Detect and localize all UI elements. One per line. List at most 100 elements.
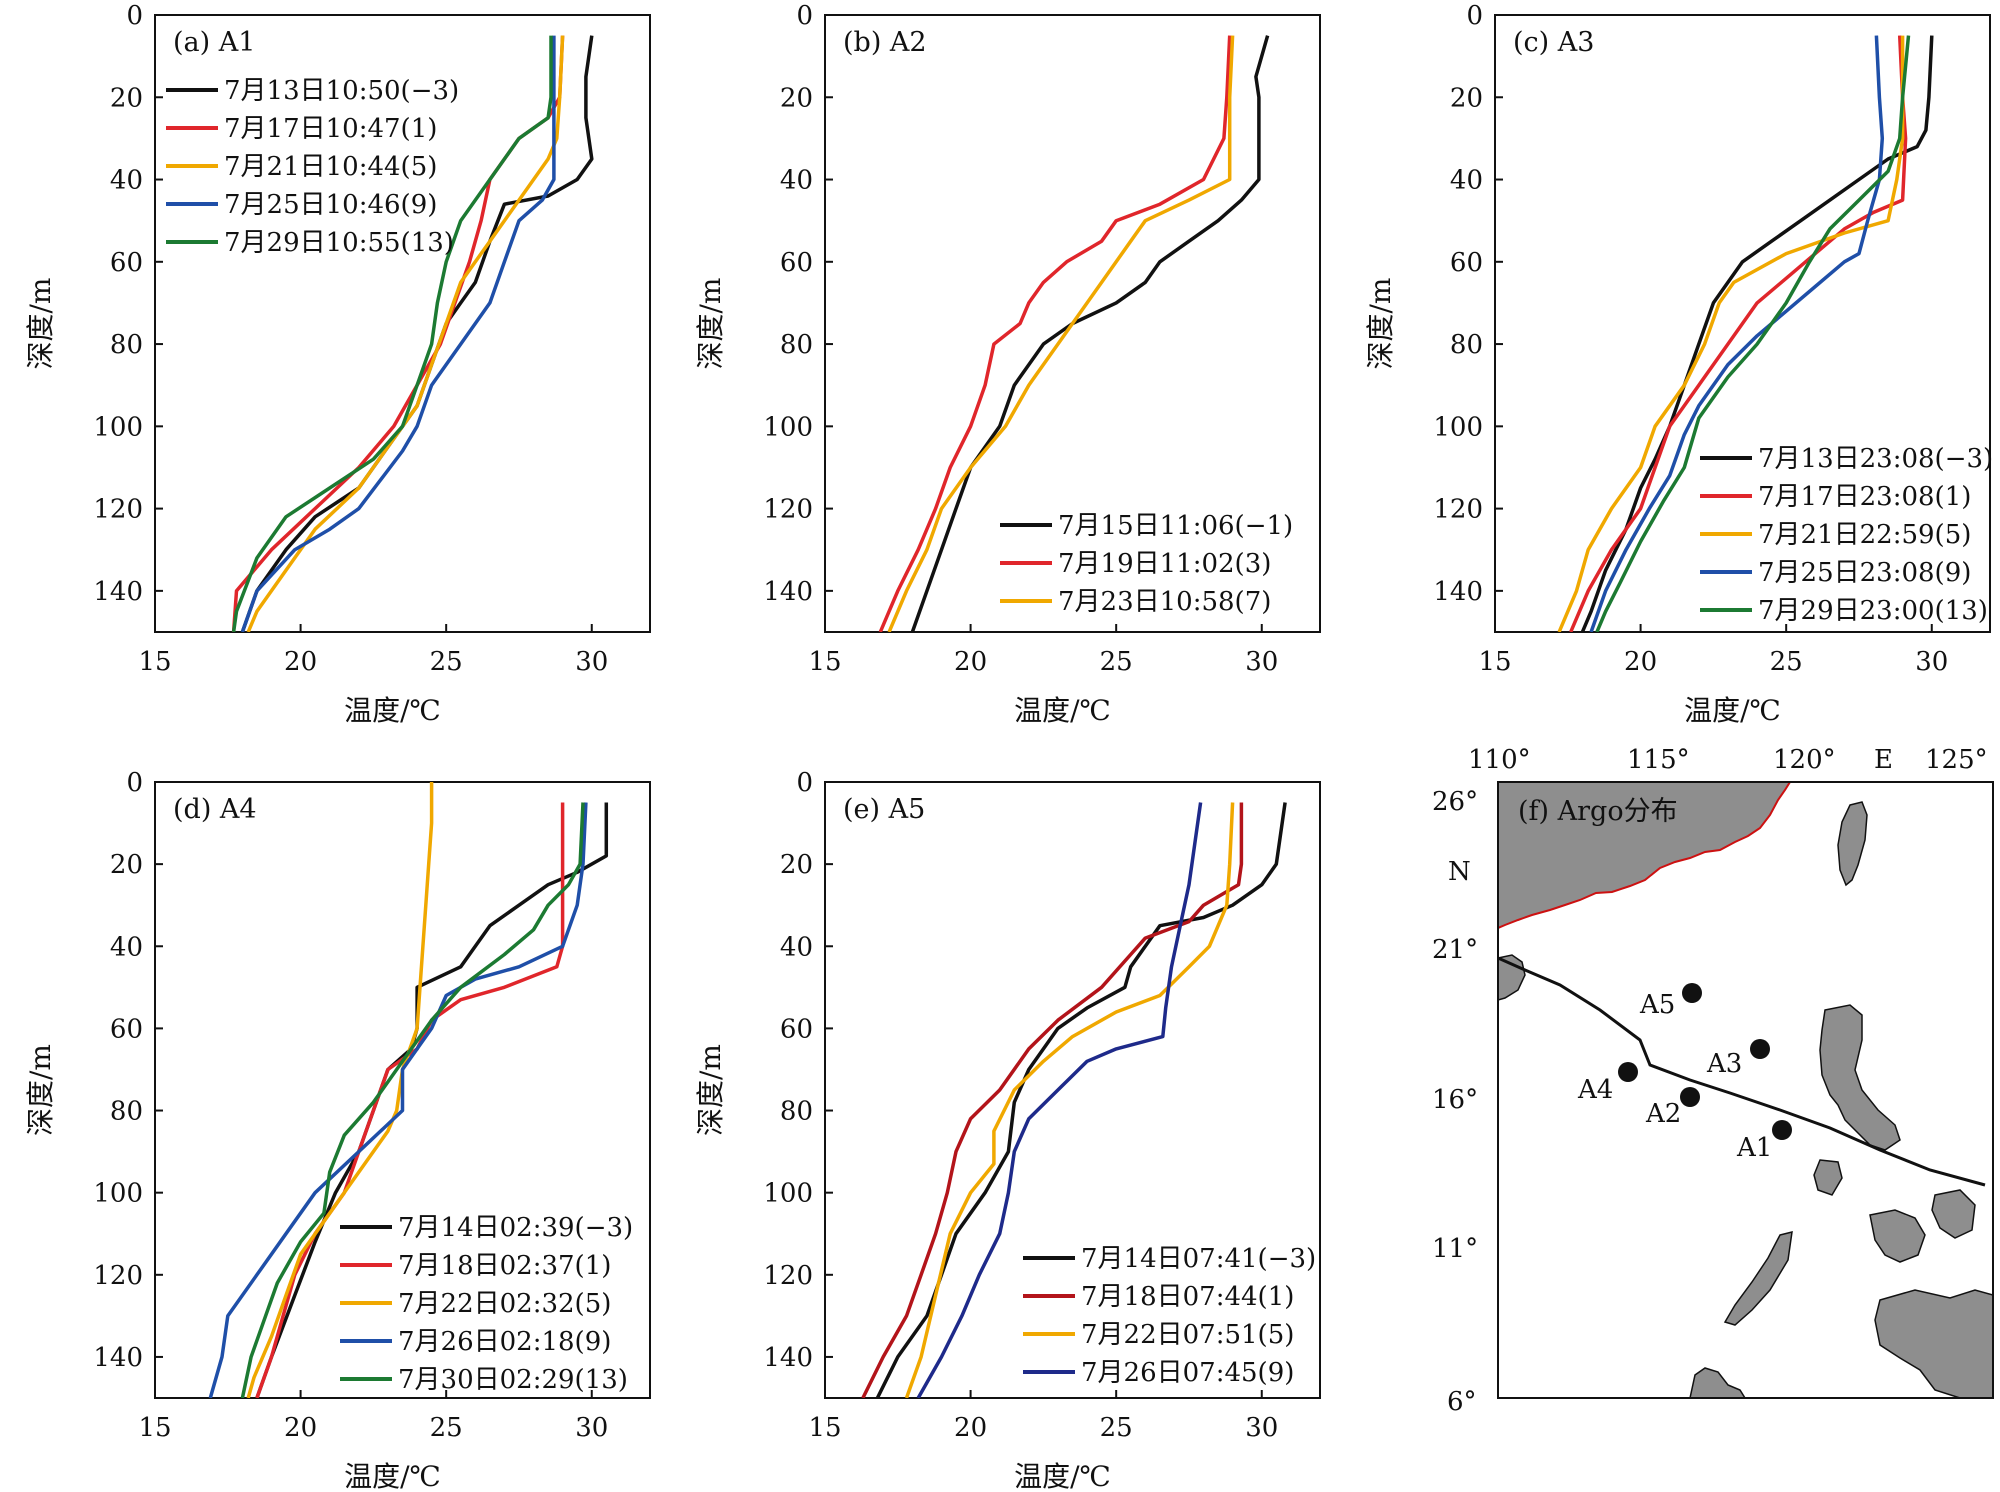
series-line-1 [910,35,1270,632]
taiwan-island [1837,801,1868,887]
station-a4-label: A4 [1577,1075,1613,1105]
panel-a2: 15 20 25 30 0 20 40 60 80 100 120 140 温度/℃ 深度/m (b) A2… [694,1,1321,727]
y-tick-label: 20 [110,850,143,880]
series-group [861,802,1287,1398]
x-tick-label: 30 [1245,1413,1278,1443]
x-axis-title: 温度/℃ [1684,694,1781,727]
x-tick-label: 25 [1100,647,1133,677]
series-line-1 [1580,35,1934,632]
y-tick-label: 20 [780,850,813,880]
y-axis-title: 深度/m [24,1044,57,1136]
y-axis-title: 深度/m [1364,278,1397,370]
legend-label: 7月22日02:32(5) [398,1289,611,1319]
x-tick-label: 20 [1624,647,1657,677]
borneo-landmass [1689,1367,1746,1398]
mindanao-island [1874,1289,1993,1398]
series-group [878,35,1270,632]
legend-label: 7月25日10:46(9) [224,190,437,220]
series-line-3 [887,35,1235,632]
y-tick-label: 80 [780,330,813,360]
station-a5-marker [1682,983,1702,1003]
y-tick-label: 0 [126,768,143,798]
x-tick-label: 25 [1770,647,1803,677]
lat-label-n: N [1448,857,1471,887]
x-tick-label: 15 [138,647,171,677]
argo-map-panel: 110° 115° 120° E 125° 26° N 21° 16° 11° … [1432,745,1994,1417]
panel-label: (d) A4 [173,794,257,825]
legend-label: 7月14日07:41(−3) [1081,1244,1316,1274]
y-tick-label: 20 [110,83,143,113]
y-tick-label: 60 [780,1014,813,1044]
x-tick-label: 15 [138,1413,171,1443]
series-line-1 [240,35,594,632]
x-axis-title: 温度/℃ [1014,1460,1111,1492]
series-line-2 [878,35,1232,632]
series-line-4 [240,35,556,632]
map-land [1498,782,1993,1398]
y-tick-label: 40 [110,166,143,196]
y-axis-title: 深度/m [24,278,57,370]
luzon-island [1819,1004,1901,1151]
lon-tick-110: 110° [1468,745,1531,775]
y-tick-label: 60 [1450,248,1483,278]
china-landmass [1498,782,1792,930]
y-tick-label: 40 [110,932,143,962]
panel-label: (a) A1 [173,27,255,58]
plot-frame [1494,14,1991,633]
series-line-3 [246,782,434,1398]
y-tick-label: 20 [1450,83,1483,113]
station-a2-label: A2 [1645,1099,1681,1129]
lat-tick-26: 26° [1432,787,1478,817]
plot-frame [154,14,651,633]
series-line-2 [861,802,1244,1398]
y-tick-label: 0 [126,1,143,31]
y-tick-label: 120 [93,495,143,525]
map-panel-label: (f) Argo分布 [1518,796,1678,827]
y-tick-label: 0 [796,1,813,31]
y-tick-label: 140 [93,577,143,607]
panel-a5: 15 20 25 30 0 20 40 60 80 100 120 140 温度/℃ 深度/m (e) A5… [694,768,1321,1492]
series-line-2 [1569,35,1908,632]
station-a3-label: A3 [1706,1049,1742,1079]
y-tick-label: 20 [780,83,813,113]
lon-label-e: E [1874,745,1893,775]
legend-label: 7月29日23:00(13) [1758,596,1988,626]
y-axis-title: 深度/m [694,278,727,370]
y-tick-label: 40 [1450,166,1483,196]
legend-label: 7月18日07:44(1) [1081,1282,1294,1312]
legend-label: 7月13日23:08(−3) [1758,444,1993,474]
legend-label: 7月30日02:29(13) [398,1365,628,1395]
legend-label: 7月19日11:02(3) [1058,549,1271,579]
legend-label: 7月14日02:39(−3) [398,1213,633,1243]
lat-tick-16: 16° [1432,1085,1478,1115]
y-tick-label: 60 [110,1014,143,1044]
plot-frame [824,14,1321,633]
series-line-4 [208,802,588,1398]
y-tick-label: 120 [1433,495,1483,525]
y-axis-title: 深度/m [694,1044,727,1136]
y-tick-label: 60 [780,248,813,278]
x-axis-title: 温度/℃ [1014,694,1111,727]
plot-frame [154,781,651,1399]
lon-tick-120: 120° [1773,745,1836,775]
lat-tick-21: 21° [1432,935,1478,965]
y-tick-label: 120 [763,495,813,525]
map-frame [1497,781,1994,1399]
legend-label: 7月25日23:08(9) [1758,558,1971,588]
y-tick-label: 100 [763,1179,813,1209]
x-tick-label: 20 [954,1413,987,1443]
y-tick-label: 140 [763,1343,813,1373]
legend-label: 7月17日23:08(1) [1758,482,1971,512]
lat-tick-6: 6° [1447,1387,1477,1417]
series-line-3 [904,802,1235,1398]
y-tick-label: 140 [93,1343,143,1373]
y-tick-label: 100 [763,412,813,442]
legend-label: 7月13日10:50(−3) [224,76,459,106]
series-line-3 [1557,35,1905,632]
station-a5-label: A5 [1639,990,1675,1020]
x-tick-label: 15 [808,647,841,677]
panel-a4: 15 20 25 30 0 20 40 60 80 100 120 140 温度/℃ 深度/m (d) A4… [24,768,651,1492]
station-a3-marker [1750,1039,1770,1059]
y-tick-label: 40 [780,166,813,196]
